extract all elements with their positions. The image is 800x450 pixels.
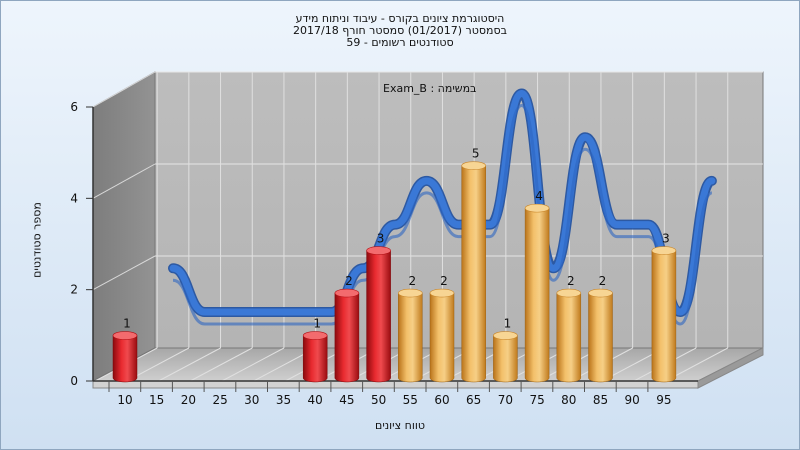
bar-body xyxy=(302,335,328,383)
data-labels: 1 1 2 3 2 2 5 1 4 2 2 3 xyxy=(123,147,670,331)
bar xyxy=(334,288,360,383)
bar-body xyxy=(556,292,582,383)
bar-top xyxy=(493,331,518,340)
bar-body xyxy=(398,292,423,383)
bar-body xyxy=(366,250,391,383)
x-tick-label: 45 xyxy=(339,393,354,407)
x-tick-label: 15 xyxy=(149,393,164,407)
bar xyxy=(302,331,328,383)
gridline-floor xyxy=(158,347,221,382)
x-tick-label: 60 xyxy=(434,393,449,407)
x-tick-label: 90 xyxy=(625,393,640,407)
bar xyxy=(461,161,487,383)
bar-body xyxy=(493,335,518,383)
bar-top xyxy=(524,203,550,213)
floor-front-edge xyxy=(92,380,699,389)
y-tick-label: 4 xyxy=(70,191,78,205)
bar xyxy=(397,288,423,383)
floor-right-edge xyxy=(697,347,764,389)
bar-body xyxy=(461,165,486,383)
data-label: 2 xyxy=(408,274,416,288)
data-label: 1 xyxy=(504,317,512,331)
gridline-h-side xyxy=(92,163,156,199)
bar-top xyxy=(302,331,328,340)
data-label: 2 xyxy=(567,274,575,288)
bar xyxy=(556,288,582,383)
x-tick-label: 80 xyxy=(561,393,576,407)
bar-series xyxy=(112,161,677,383)
gridline-floor xyxy=(190,347,253,382)
bar-top xyxy=(366,246,391,255)
bar-body xyxy=(429,292,455,383)
bar-body xyxy=(651,250,677,383)
data-label: 2 xyxy=(345,274,353,288)
gridline-h-side xyxy=(92,71,156,108)
data-label: 2 xyxy=(440,274,448,288)
bar-top xyxy=(556,288,582,298)
x-tick-label: 70 xyxy=(498,393,513,407)
bar xyxy=(366,246,391,383)
x-axis-label: טווח ציונים xyxy=(375,419,425,432)
chart-title: היסטוגרמת ציונים בקורס - עיבוד וניתוח מי… xyxy=(295,12,505,25)
gridline-h-side xyxy=(92,255,156,291)
bar-top xyxy=(334,288,360,298)
data-label: 4 xyxy=(535,189,543,203)
bar xyxy=(112,331,138,383)
bar-top xyxy=(397,288,423,298)
data-label: 2 xyxy=(599,274,607,288)
x-tick-label: 35 xyxy=(276,393,291,407)
gridline-floor xyxy=(221,347,285,382)
bar-top xyxy=(112,331,138,340)
data-label: 1 xyxy=(123,317,131,331)
data-label: 1 xyxy=(313,317,321,331)
bar xyxy=(651,246,677,383)
bar xyxy=(493,331,518,383)
bar-body xyxy=(112,335,138,383)
bar-top xyxy=(461,161,487,170)
bar xyxy=(429,288,455,383)
bar-body xyxy=(334,292,360,383)
y-tick-label: 0 xyxy=(70,374,78,388)
x-tick-label: 10 xyxy=(117,393,132,407)
x-tick-label: 55 xyxy=(403,393,418,407)
x-tick-label: 85 xyxy=(593,393,608,407)
bar-top xyxy=(588,288,613,298)
bar-body xyxy=(588,292,613,383)
x-tick-label: 50 xyxy=(371,393,386,407)
bar xyxy=(588,288,613,383)
data-label: 5 xyxy=(472,147,480,161)
bar xyxy=(524,203,550,383)
bar-body xyxy=(524,207,550,383)
x-tick-label: 25 xyxy=(212,393,227,407)
chart-subtitle-students: סטודנטים רשומים - 59 xyxy=(346,36,454,49)
x-tick-label: 65 xyxy=(466,393,481,407)
y-tick-label: 2 xyxy=(70,283,78,297)
bar-top xyxy=(429,288,455,298)
x-tick-label: 20 xyxy=(181,393,196,407)
x-tick-label: 30 xyxy=(244,393,259,407)
data-label: 3 xyxy=(662,232,670,246)
y-tick-label: 6 xyxy=(70,100,78,114)
chart-subtitle-semester: בסמסטר (01/2017) סמסטר חורף 2017/18 xyxy=(293,24,507,37)
x-tick-label: 40 xyxy=(308,393,323,407)
data-label: 3 xyxy=(377,232,385,246)
series-label: Exam_B : במשימה xyxy=(383,82,477,95)
x-tick-label: 75 xyxy=(529,393,544,407)
x-tick-label: 95 xyxy=(656,393,671,407)
bar-top xyxy=(651,246,677,255)
y-axis-label: מספר סטודנטים xyxy=(30,202,44,278)
